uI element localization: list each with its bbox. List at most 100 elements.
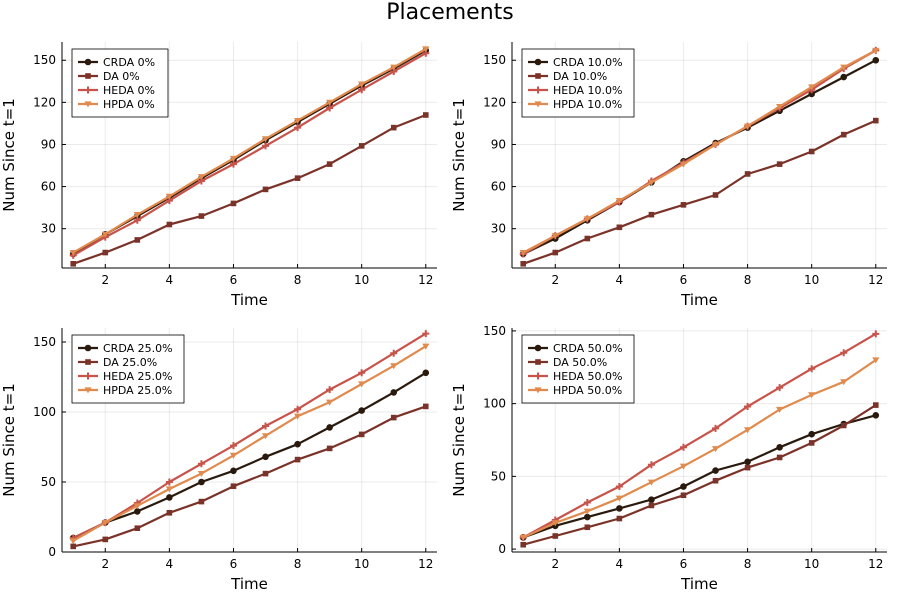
data-point bbox=[776, 454, 783, 461]
legend-marker bbox=[534, 387, 542, 394]
panel-3: 2 4 6 8 10 12 0 50 100 150 Time Num Since t=1 CRDA 2… bbox=[0, 328, 437, 593]
x-tick-label: 4 bbox=[166, 273, 174, 287]
series-line bbox=[522, 49, 877, 254]
legend-label: CRDA 50.0% bbox=[553, 342, 623, 355]
data-point bbox=[229, 452, 238, 459]
data-point bbox=[840, 73, 848, 81]
x-tick-label: 2 bbox=[101, 273, 109, 287]
data-point bbox=[840, 379, 848, 386]
x-axis-label: Time bbox=[230, 291, 268, 309]
data-point bbox=[261, 136, 270, 143]
x-axis-label: Time bbox=[230, 575, 268, 593]
legend-label: HPDA 0% bbox=[103, 98, 155, 111]
data-point bbox=[679, 161, 688, 168]
x-tick-label: 10 bbox=[804, 557, 819, 571]
series-line bbox=[522, 332, 877, 539]
legend: CRDA 25.0%DA 25.0%HEDA 25.0%HPDA 25.0% bbox=[71, 334, 185, 404]
data-point bbox=[422, 369, 430, 377]
data-point bbox=[872, 56, 880, 64]
data-point bbox=[358, 143, 365, 149]
data-point bbox=[551, 520, 559, 527]
data-point bbox=[808, 430, 815, 438]
data-point bbox=[166, 510, 173, 516]
data-point bbox=[520, 260, 527, 267]
series-line bbox=[522, 119, 877, 265]
legend-label: DA 10.0% bbox=[553, 70, 607, 83]
legend-marker bbox=[84, 58, 92, 66]
data-point bbox=[711, 446, 720, 453]
legend-label: CRDA 0% bbox=[103, 56, 155, 69]
data-point bbox=[872, 357, 880, 364]
y-tick-label: 60 bbox=[491, 180, 506, 194]
data-point bbox=[808, 392, 816, 399]
y-axis-label: Num Since t=1 bbox=[450, 383, 468, 497]
legend-marker bbox=[534, 58, 542, 66]
legend-marker bbox=[85, 359, 91, 365]
panel-1: 2 4 6 8 10 12 30 60 90 120 150 Time Num Since t=1 CRD… bbox=[0, 42, 437, 309]
data-point bbox=[776, 443, 783, 451]
data-point bbox=[326, 424, 333, 431]
legend-marker bbox=[534, 101, 542, 108]
data-point bbox=[584, 235, 591, 242]
x-tick-label: 4 bbox=[616, 557, 624, 571]
data-point bbox=[293, 413, 302, 420]
data-point bbox=[711, 141, 720, 148]
data-point bbox=[390, 349, 398, 357]
data-point bbox=[647, 179, 656, 186]
x-tick-label: 8 bbox=[294, 557, 302, 571]
data-point bbox=[712, 192, 719, 198]
legend-marker bbox=[84, 86, 92, 94]
series-line bbox=[72, 345, 427, 542]
y-tick-label: 0 bbox=[498, 542, 506, 556]
data-point bbox=[134, 525, 141, 531]
legend-marker bbox=[84, 344, 92, 352]
y-tick-label: 100 bbox=[33, 405, 56, 419]
y-tick-label: 60 bbox=[41, 180, 56, 194]
legend-label: DA 50.0% bbox=[553, 356, 607, 369]
x-tick-label: 12 bbox=[868, 557, 883, 571]
data-point bbox=[776, 384, 784, 392]
data-point bbox=[134, 237, 141, 243]
legend-marker bbox=[84, 387, 92, 394]
data-point bbox=[808, 440, 815, 446]
legend-label: CRDA 25.0% bbox=[103, 342, 173, 355]
series-hpda bbox=[69, 343, 430, 545]
y-tick-label: 90 bbox=[41, 137, 56, 151]
data-point bbox=[584, 513, 591, 521]
data-point bbox=[615, 483, 623, 491]
data-point bbox=[648, 496, 655, 503]
x-tick-label: 6 bbox=[680, 273, 688, 287]
legend-label: DA 0% bbox=[103, 70, 140, 83]
data-point bbox=[679, 443, 687, 451]
data-point bbox=[166, 494, 173, 501]
data-point bbox=[872, 411, 880, 419]
data-point bbox=[294, 175, 301, 181]
data-point bbox=[872, 47, 880, 54]
data-point bbox=[744, 458, 751, 466]
legend-marker bbox=[84, 101, 92, 108]
x-axis-label: Time bbox=[680, 575, 718, 593]
legend: CRDA 50.0%DA 50.0%HEDA 50.0%HPDA 50.0% bbox=[521, 334, 635, 404]
data-point bbox=[294, 456, 301, 463]
data-point bbox=[776, 161, 783, 167]
data-point bbox=[840, 64, 848, 71]
data-point bbox=[680, 492, 687, 499]
data-point bbox=[358, 431, 365, 438]
data-point bbox=[294, 440, 301, 448]
data-point bbox=[102, 249, 109, 256]
legend-label: HEDA 10.0% bbox=[553, 84, 622, 97]
data-point bbox=[616, 505, 623, 512]
series-line bbox=[522, 414, 877, 539]
legend-marker bbox=[535, 359, 541, 365]
data-point bbox=[615, 495, 623, 502]
data-point bbox=[583, 508, 591, 515]
data-point bbox=[262, 186, 269, 193]
series-line bbox=[522, 59, 877, 255]
legend-marker bbox=[84, 372, 92, 380]
data-point bbox=[70, 260, 77, 267]
data-point bbox=[840, 422, 847, 429]
data-point bbox=[326, 161, 333, 167]
series-line bbox=[522, 359, 877, 539]
series-heda bbox=[519, 330, 880, 541]
data-point bbox=[840, 349, 848, 357]
